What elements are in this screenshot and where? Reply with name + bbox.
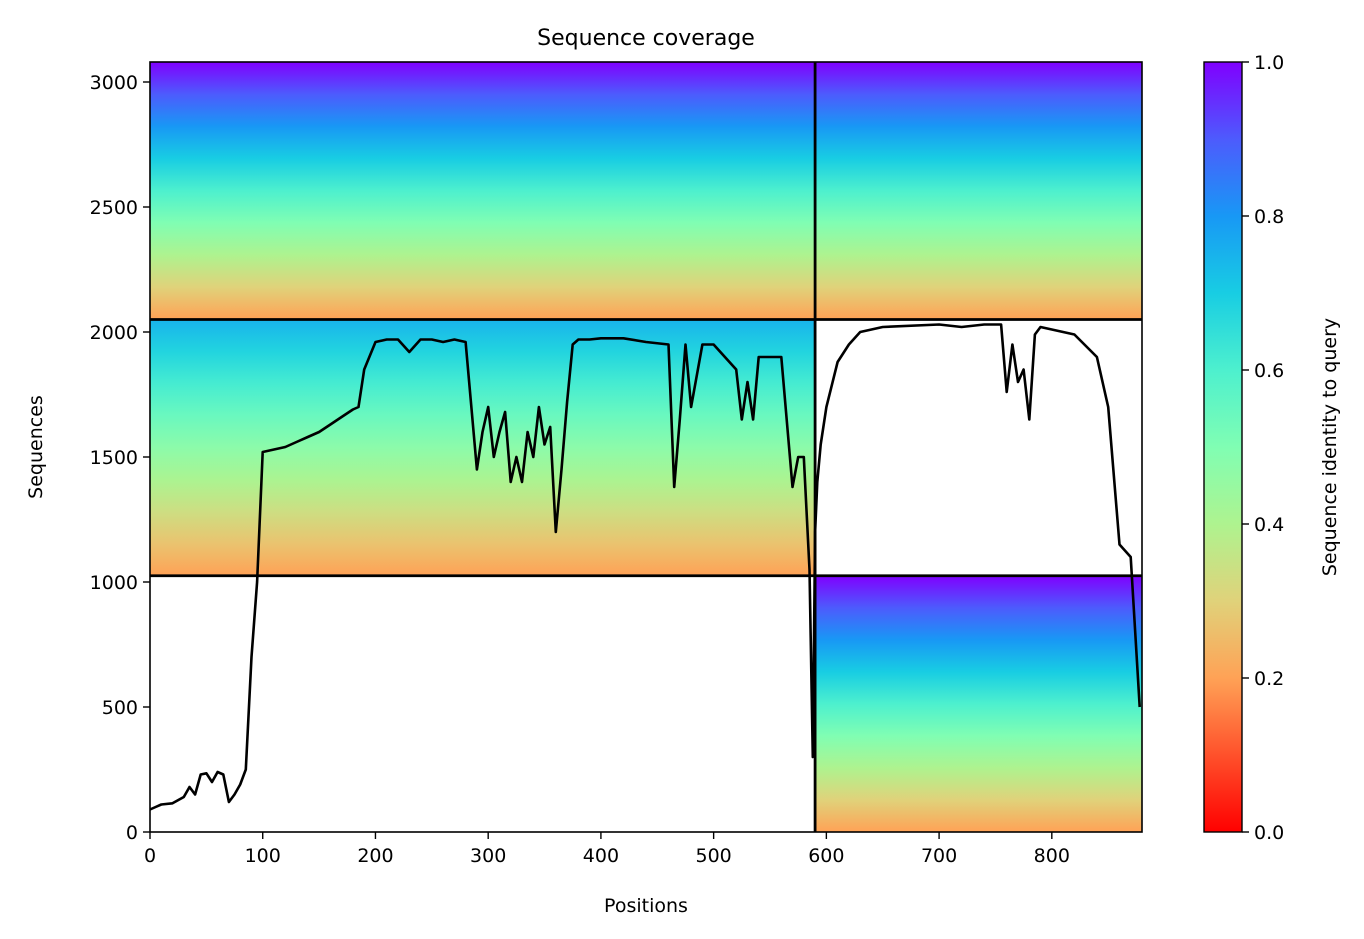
colorbar-tick-label: 0.4: [1254, 514, 1284, 536]
x-tick-label: 700: [921, 845, 957, 867]
y-tick-label: 1500: [90, 447, 138, 469]
chart-title: Sequence coverage: [537, 26, 755, 51]
plot-frame: [149, 61, 1143, 833]
coverage-block: [150, 319, 816, 576]
x-tick-label: 600: [808, 845, 844, 867]
y-axis-label: Sequences: [25, 395, 47, 499]
colorbar-tick-label: 1.0: [1254, 52, 1284, 74]
x-tick-label: 300: [470, 845, 506, 867]
coverage-block: [150, 62, 816, 320]
colorbar-tick-label: 0.6: [1254, 360, 1284, 382]
colorbar: [1203, 61, 1243, 833]
block-boundaries: [150, 62, 1142, 832]
coverage-line: [150, 323, 1141, 811]
coverage-heatmap: [150, 62, 1142, 832]
x-tick-label: 200: [357, 845, 393, 867]
coverage-block: [815, 62, 1142, 320]
y-tick-label: 2500: [90, 197, 138, 219]
y-tick-label: 3000: [90, 72, 138, 94]
x-axis-ticks: 0 100 200 300 400 500 600 700 800: [144, 832, 1070, 867]
y-tick-label: 500: [102, 697, 138, 719]
x-tick-label: 800: [1034, 845, 1070, 867]
colorbar-ticks: 0.0 0.2 0.4 0.6 0.8 1.0: [1242, 52, 1284, 844]
y-tick-label: 1000: [90, 572, 138, 594]
y-axis-ticks: 0 500 1000 1500 2000 2500 3000: [90, 72, 150, 844]
x-axis-label: Positions: [604, 895, 688, 917]
y-tick-label: 2000: [90, 322, 138, 344]
y-tick-label: 0: [126, 822, 138, 844]
x-tick-label: 500: [696, 845, 732, 867]
coverage-block: [815, 575, 1142, 832]
x-tick-label: 0: [144, 845, 156, 867]
colorbar-tick-label: 0.8: [1254, 206, 1284, 228]
colorbar-tick-label: 0.0: [1254, 822, 1284, 844]
colorbar-label: Sequence identity to query: [1319, 318, 1341, 576]
x-tick-label: 100: [245, 845, 281, 867]
colorbar-tick-label: 0.2: [1254, 668, 1284, 690]
x-tick-label: 400: [583, 845, 619, 867]
